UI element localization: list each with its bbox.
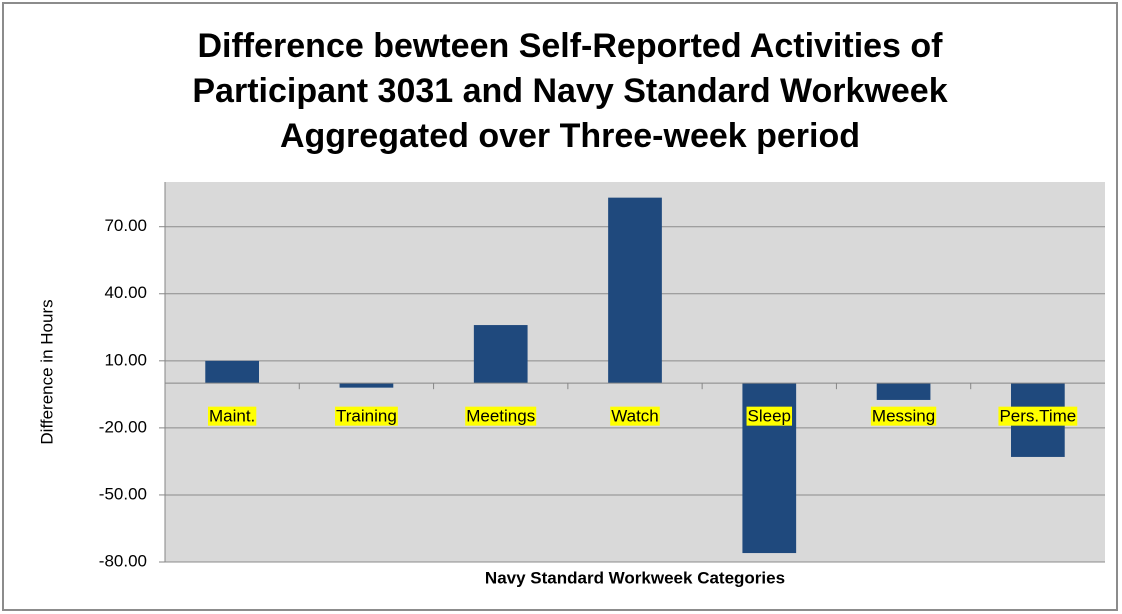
y-tick-label: -80.00 xyxy=(99,551,147,570)
label-highlight xyxy=(610,406,660,426)
x-axis-label: Navy Standard Workweek Categories xyxy=(485,568,785,587)
x-tick-label: Maint. xyxy=(209,407,255,426)
x-tick-label: Messing xyxy=(872,407,935,426)
y-axis-label: Difference in Hours xyxy=(37,299,56,444)
y-tick-label: 70.00 xyxy=(104,216,147,235)
y-tick-label: -50.00 xyxy=(99,484,147,503)
y-tick-label: -20.00 xyxy=(99,417,147,436)
label-highlight xyxy=(746,406,793,426)
bar xyxy=(205,360,259,384)
label-highlight xyxy=(870,406,937,426)
x-tick-label: Training xyxy=(336,407,397,426)
chart-title: Participant 3031 and Navy Standard Workw… xyxy=(192,72,947,110)
chart-title: Difference bewteen Self-Reported Activit… xyxy=(197,27,943,65)
x-tick-label: Sleep xyxy=(748,407,791,426)
chart-title: Aggregated over Three-week period xyxy=(280,117,860,155)
x-tick-label: Watch xyxy=(611,407,659,426)
bar xyxy=(608,197,662,384)
bar xyxy=(339,383,394,388)
label-highlight xyxy=(465,406,537,426)
x-tick-label: Meetings xyxy=(466,407,535,426)
label-highlight xyxy=(998,406,1078,426)
bar xyxy=(473,325,528,384)
y-tick-label: 10.00 xyxy=(104,350,147,369)
x-tick-label: Pers.Time xyxy=(999,407,1076,426)
y-tick-label: 40.00 xyxy=(104,283,147,302)
bar xyxy=(876,383,931,400)
label-highlight xyxy=(207,406,257,426)
label-highlight xyxy=(335,406,398,426)
